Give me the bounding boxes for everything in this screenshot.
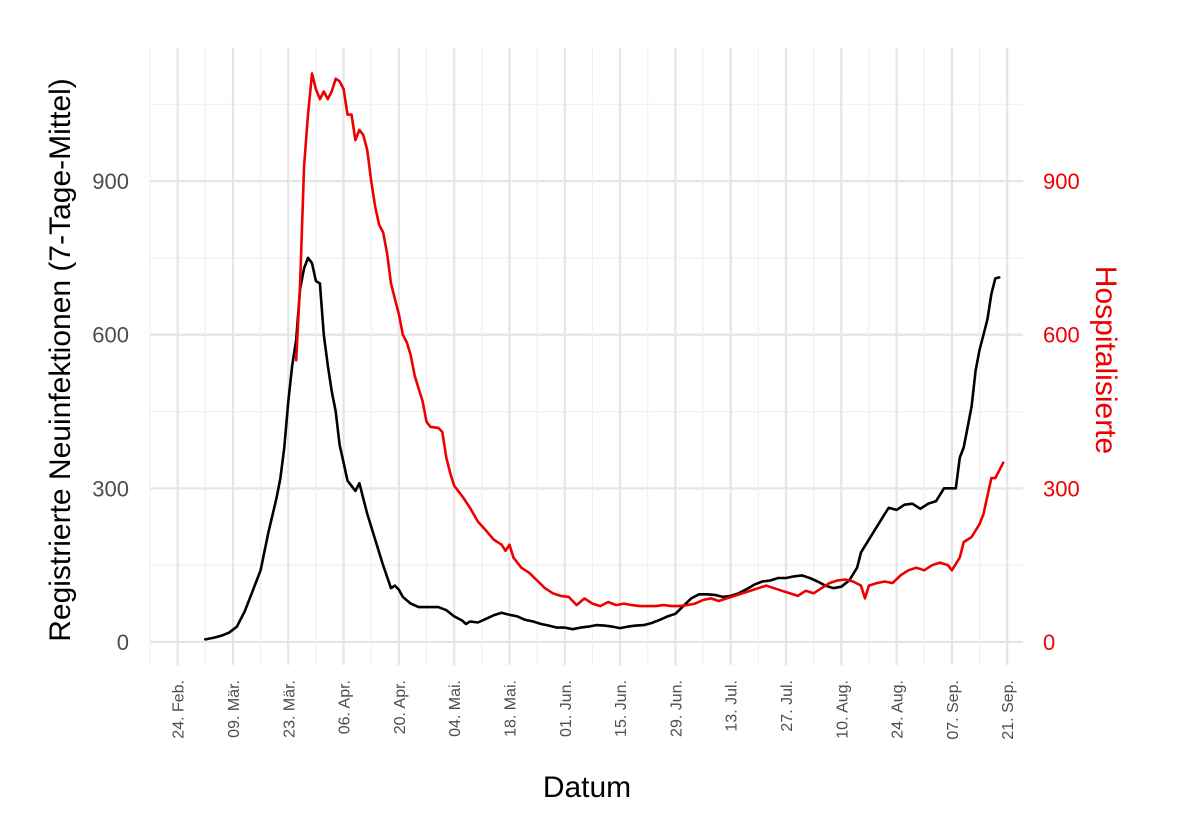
- x-tick-label: 07. Sep.: [945, 680, 962, 740]
- left-y-tick-label: 900: [92, 169, 129, 194]
- x-tick-label: 09. Mär.: [226, 680, 243, 738]
- x-axis-ticks: 24. Feb. 09. Mär. 23. Mär. 06. Apr. 20. Apr.…: [171, 680, 1018, 740]
- x-tick-label: 18. Mai.: [503, 680, 520, 737]
- series-line-left-axis: [204, 256, 1001, 641]
- x-tick-label: 27. Jul.: [779, 680, 796, 732]
- right-y-axis-ticks: 0 300 600 900: [1043, 169, 1080, 655]
- x-tick-label: 13. Jul.: [724, 680, 741, 732]
- left-y-axis-ticks: 0 300 600 900: [92, 169, 129, 655]
- right-y-tick-label: 300: [1043, 476, 1080, 501]
- left-y-tick-label: 600: [92, 323, 129, 348]
- x-tick-label: 10. Aug.: [834, 680, 851, 739]
- x-tick-label: 24. Aug.: [890, 680, 907, 739]
- x-axis-title: Datum: [543, 771, 631, 804]
- plot-grid: [149, 48, 1023, 665]
- x-tick-label: 29. Jun.: [668, 680, 685, 737]
- x-tick-label: 04. Mai.: [447, 680, 464, 737]
- x-tick-label: 21. Sep.: [1000, 680, 1017, 740]
- x-tick-label: 15. Jun.: [613, 680, 630, 737]
- x-tick-label: 20. Apr.: [392, 680, 409, 734]
- right-y-tick-label: 600: [1043, 323, 1080, 348]
- left-y-axis-title: Registrierte Neuinfektionen (7-Tage-Mitt…: [44, 78, 77, 642]
- left-y-tick-label: 300: [92, 476, 129, 501]
- right-y-tick-label: 0: [1043, 630, 1055, 655]
- left-y-tick-label: 0: [117, 630, 129, 655]
- x-tick-label: 01. Jun.: [558, 680, 575, 737]
- right-y-axis-title: Hospitalisierte: [1089, 266, 1122, 454]
- x-tick-label: 24. Feb.: [171, 680, 188, 739]
- right-y-tick-label: 900: [1043, 169, 1080, 194]
- x-tick-label: 23. Mär.: [281, 680, 298, 738]
- plot-series: [204, 72, 1005, 641]
- series-line-right-axis: [294, 72, 1005, 608]
- x-tick-label: 06. Apr.: [337, 680, 354, 734]
